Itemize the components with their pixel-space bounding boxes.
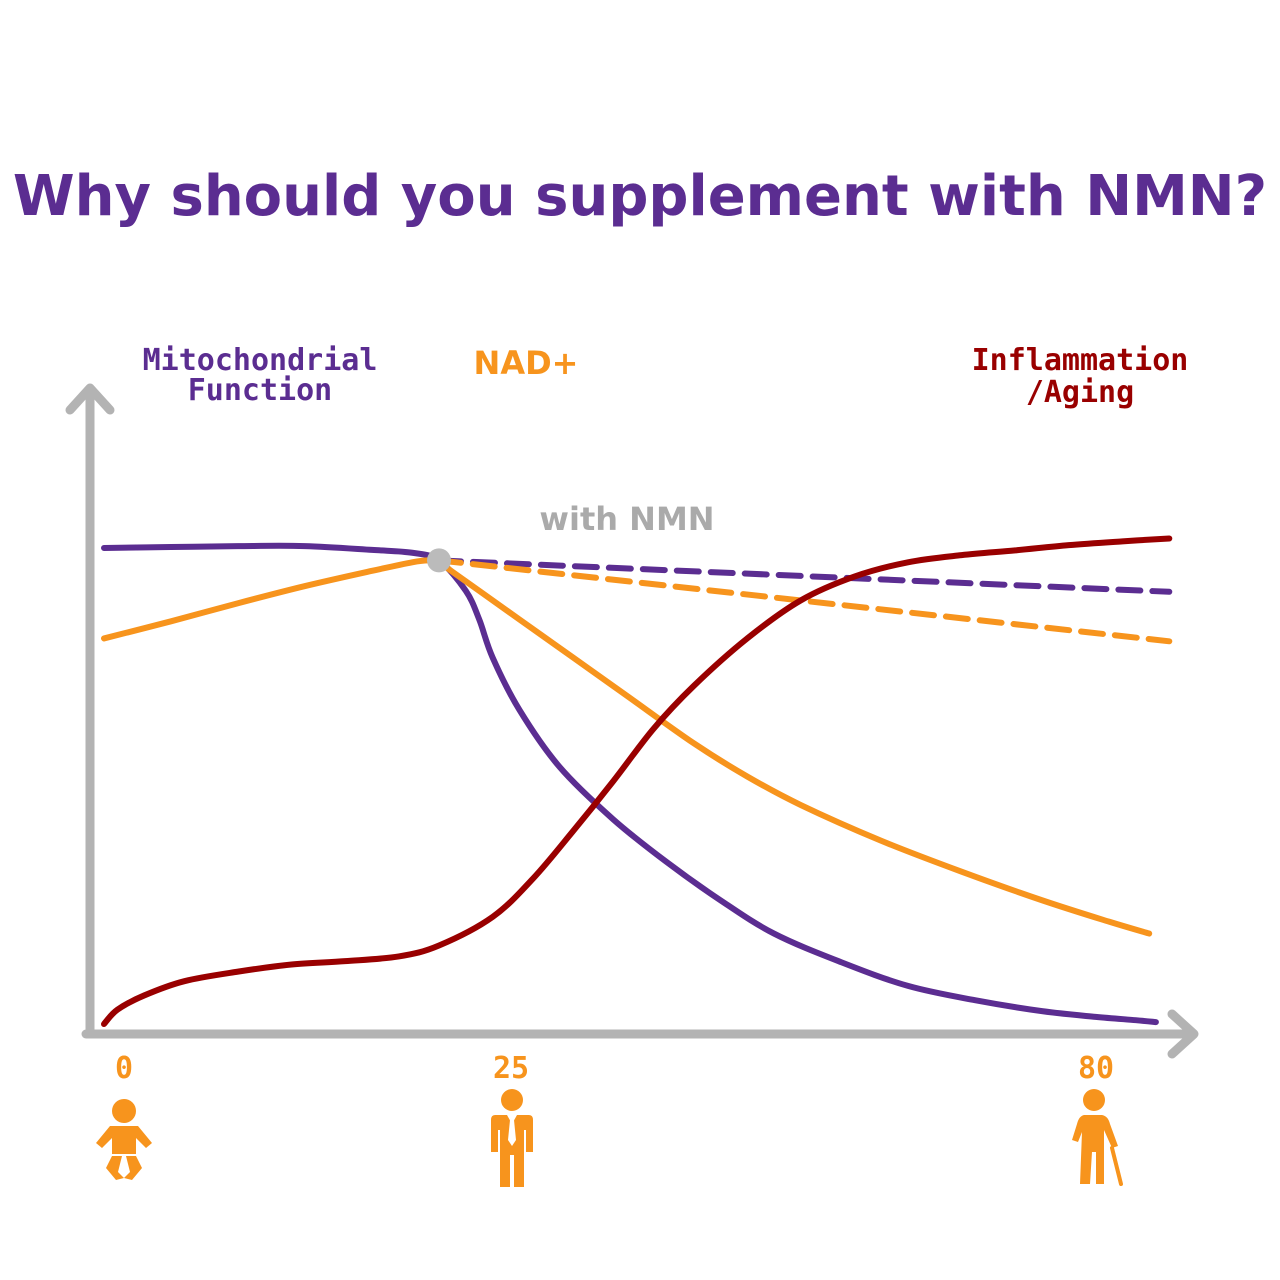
x-tick-label-25: 25 (493, 1051, 529, 1086)
series-label-inflammation: Inflammation (972, 343, 1189, 378)
baby-icon (96, 1099, 152, 1180)
series-line-mito (101, 542, 1159, 1026)
elderly-person-with-cane-icon (1072, 1089, 1123, 1186)
x-ticks: 0 25 80 (115, 1051, 1114, 1086)
chart-title: Why should you supplement with NMN? (13, 164, 1267, 229)
series-line-inflam (101, 535, 1173, 1027)
series-line-mito_nmn (436, 557, 1173, 595)
annotation-marker-0 (427, 548, 451, 573)
x-axis-arrowhead (1167, 1009, 1199, 1059)
y-axis-arrowhead (65, 383, 115, 415)
axes (65, 383, 1199, 1059)
x-tick-label-80: 80 (1078, 1051, 1114, 1086)
x-tick-label-0: 0 (115, 1051, 133, 1086)
series-label-mitochondrial: Mitochondrial (143, 343, 378, 378)
adult-man-icon (491, 1089, 533, 1187)
series-label-nad: NAD+ (474, 344, 579, 382)
series-label-function: Function (188, 373, 333, 408)
series-line-nad (101, 557, 1153, 937)
series-label-aging: /Aging (1026, 375, 1134, 410)
series-labels: Mitochondrial Function NAD+ Inflammation… (143, 343, 1189, 410)
series-line-nad_nmn (436, 557, 1173, 645)
annotation-with-nmn: with NMN (539, 500, 714, 538)
series-layer (101, 535, 1173, 1027)
